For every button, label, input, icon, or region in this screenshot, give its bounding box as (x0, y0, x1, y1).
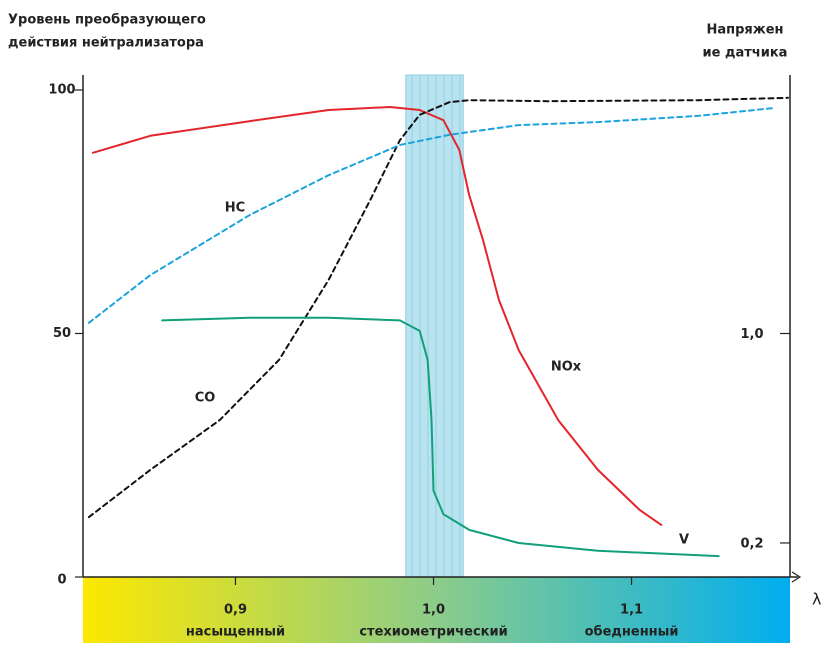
zone-label: обедненный (585, 625, 679, 640)
curve (87, 96, 789, 519)
x-axis-arrow (791, 571, 802, 583)
curve (91, 106, 663, 526)
y-title-line: действия нейтрализатора (8, 36, 204, 51)
y-tick-label: 100 (48, 83, 75, 98)
curve-label: NOx (551, 360, 582, 375)
y2-title-line: ие датчика (703, 46, 788, 61)
zone-label: насыщенный (186, 625, 285, 640)
y-tick-label: 0 (57, 573, 66, 588)
y2-tick-label: 0,2 (740, 536, 763, 551)
y2-tick-label: 1,0 (740, 327, 763, 342)
curve-label: V (679, 533, 689, 548)
y2-title-line: Напряжен (706, 23, 783, 38)
curve (87, 107, 776, 324)
stoich-window (405, 74, 464, 578)
x-tick-label: 1,0 (422, 603, 445, 618)
x-title: λ (812, 590, 821, 609)
y-tick-label: 50 (53, 326, 71, 341)
x-tick-label: 0,9 (224, 603, 247, 618)
curve-label: HC (225, 201, 245, 216)
zone-label: стехиометрический (359, 625, 507, 640)
x-tick-label: 1,1 (620, 603, 643, 618)
lambda-gradient (83, 577, 790, 643)
curve (161, 316, 720, 558)
y-title-line: Уровень преобразующего (8, 13, 206, 28)
curve-label: CO (195, 391, 216, 406)
